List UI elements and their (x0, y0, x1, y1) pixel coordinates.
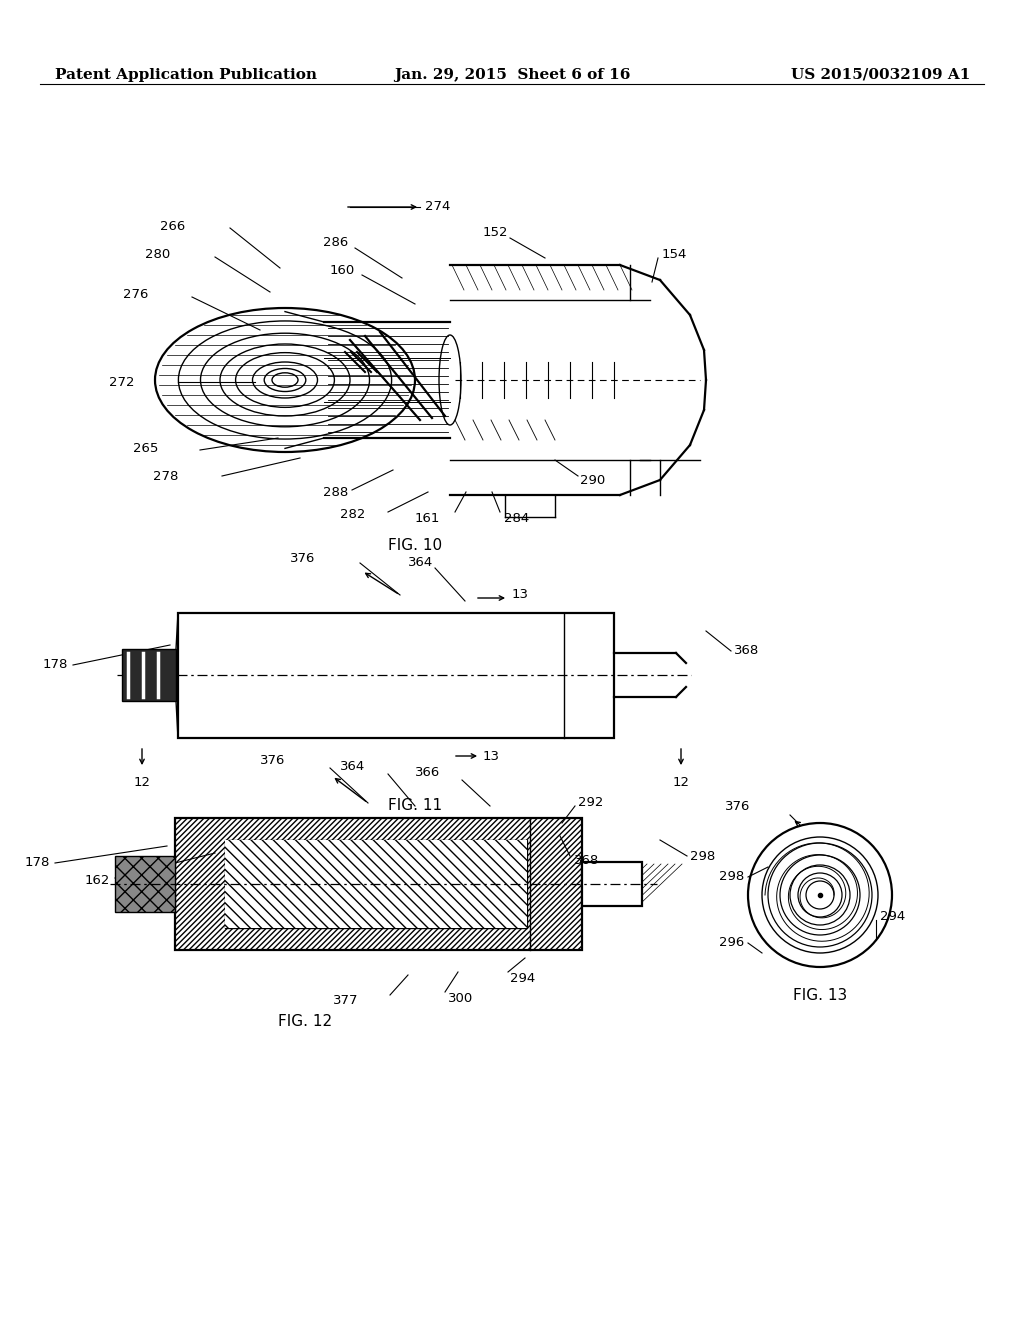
Text: 282: 282 (340, 508, 365, 521)
Text: 376: 376 (725, 800, 750, 813)
Text: 13: 13 (483, 750, 500, 763)
Text: 376: 376 (290, 552, 315, 565)
Text: 284: 284 (504, 511, 529, 524)
Bar (582, 862, 642, 906)
Bar (122, 649, 176, 701)
Text: 280: 280 (144, 248, 170, 261)
Text: 272: 272 (110, 375, 135, 388)
Text: FIG. 13: FIG. 13 (793, 987, 847, 1002)
Text: 276: 276 (123, 289, 148, 301)
Text: FIG. 12: FIG. 12 (278, 1015, 332, 1030)
Text: 364: 364 (340, 759, 365, 772)
Text: 298: 298 (719, 870, 744, 883)
Text: FIG. 10: FIG. 10 (388, 537, 442, 553)
Text: 154: 154 (662, 248, 687, 260)
Text: 368: 368 (574, 854, 599, 866)
Text: 298: 298 (690, 850, 715, 862)
Text: 161: 161 (415, 511, 440, 524)
Text: 294: 294 (880, 911, 905, 924)
Text: 377: 377 (333, 994, 358, 1006)
Text: Jan. 29, 2015  Sheet 6 of 16: Jan. 29, 2015 Sheet 6 of 16 (394, 69, 630, 82)
Text: US 2015/0032109 A1: US 2015/0032109 A1 (791, 69, 970, 82)
Bar (175, 818, 582, 950)
Bar (225, 840, 527, 928)
Text: 178: 178 (25, 857, 50, 870)
Text: 288: 288 (323, 487, 348, 499)
Bar (115, 855, 175, 912)
Text: 266: 266 (160, 219, 185, 232)
Text: 160: 160 (330, 264, 355, 276)
Text: 13: 13 (512, 589, 529, 602)
Text: 286: 286 (323, 235, 348, 248)
Text: 368: 368 (734, 644, 759, 657)
Text: 12: 12 (673, 776, 689, 789)
Text: 162: 162 (85, 874, 110, 887)
Bar (225, 840, 527, 928)
Text: 366: 366 (415, 766, 440, 779)
Bar (178, 612, 614, 738)
Text: 296: 296 (719, 936, 744, 949)
Text: 265: 265 (133, 441, 158, 454)
Text: 290: 290 (580, 474, 605, 487)
Text: 364: 364 (408, 557, 433, 569)
Text: 152: 152 (482, 226, 508, 239)
Text: Patent Application Publication: Patent Application Publication (55, 69, 317, 82)
Text: 376: 376 (260, 754, 285, 767)
Text: 274: 274 (425, 201, 451, 214)
Text: 178: 178 (43, 659, 68, 672)
Text: 12: 12 (133, 776, 151, 789)
Text: 300: 300 (449, 991, 473, 1005)
Text: 278: 278 (153, 470, 178, 483)
Text: FIG. 11: FIG. 11 (388, 799, 442, 813)
Text: 294: 294 (510, 972, 536, 985)
Text: 292: 292 (578, 796, 603, 809)
